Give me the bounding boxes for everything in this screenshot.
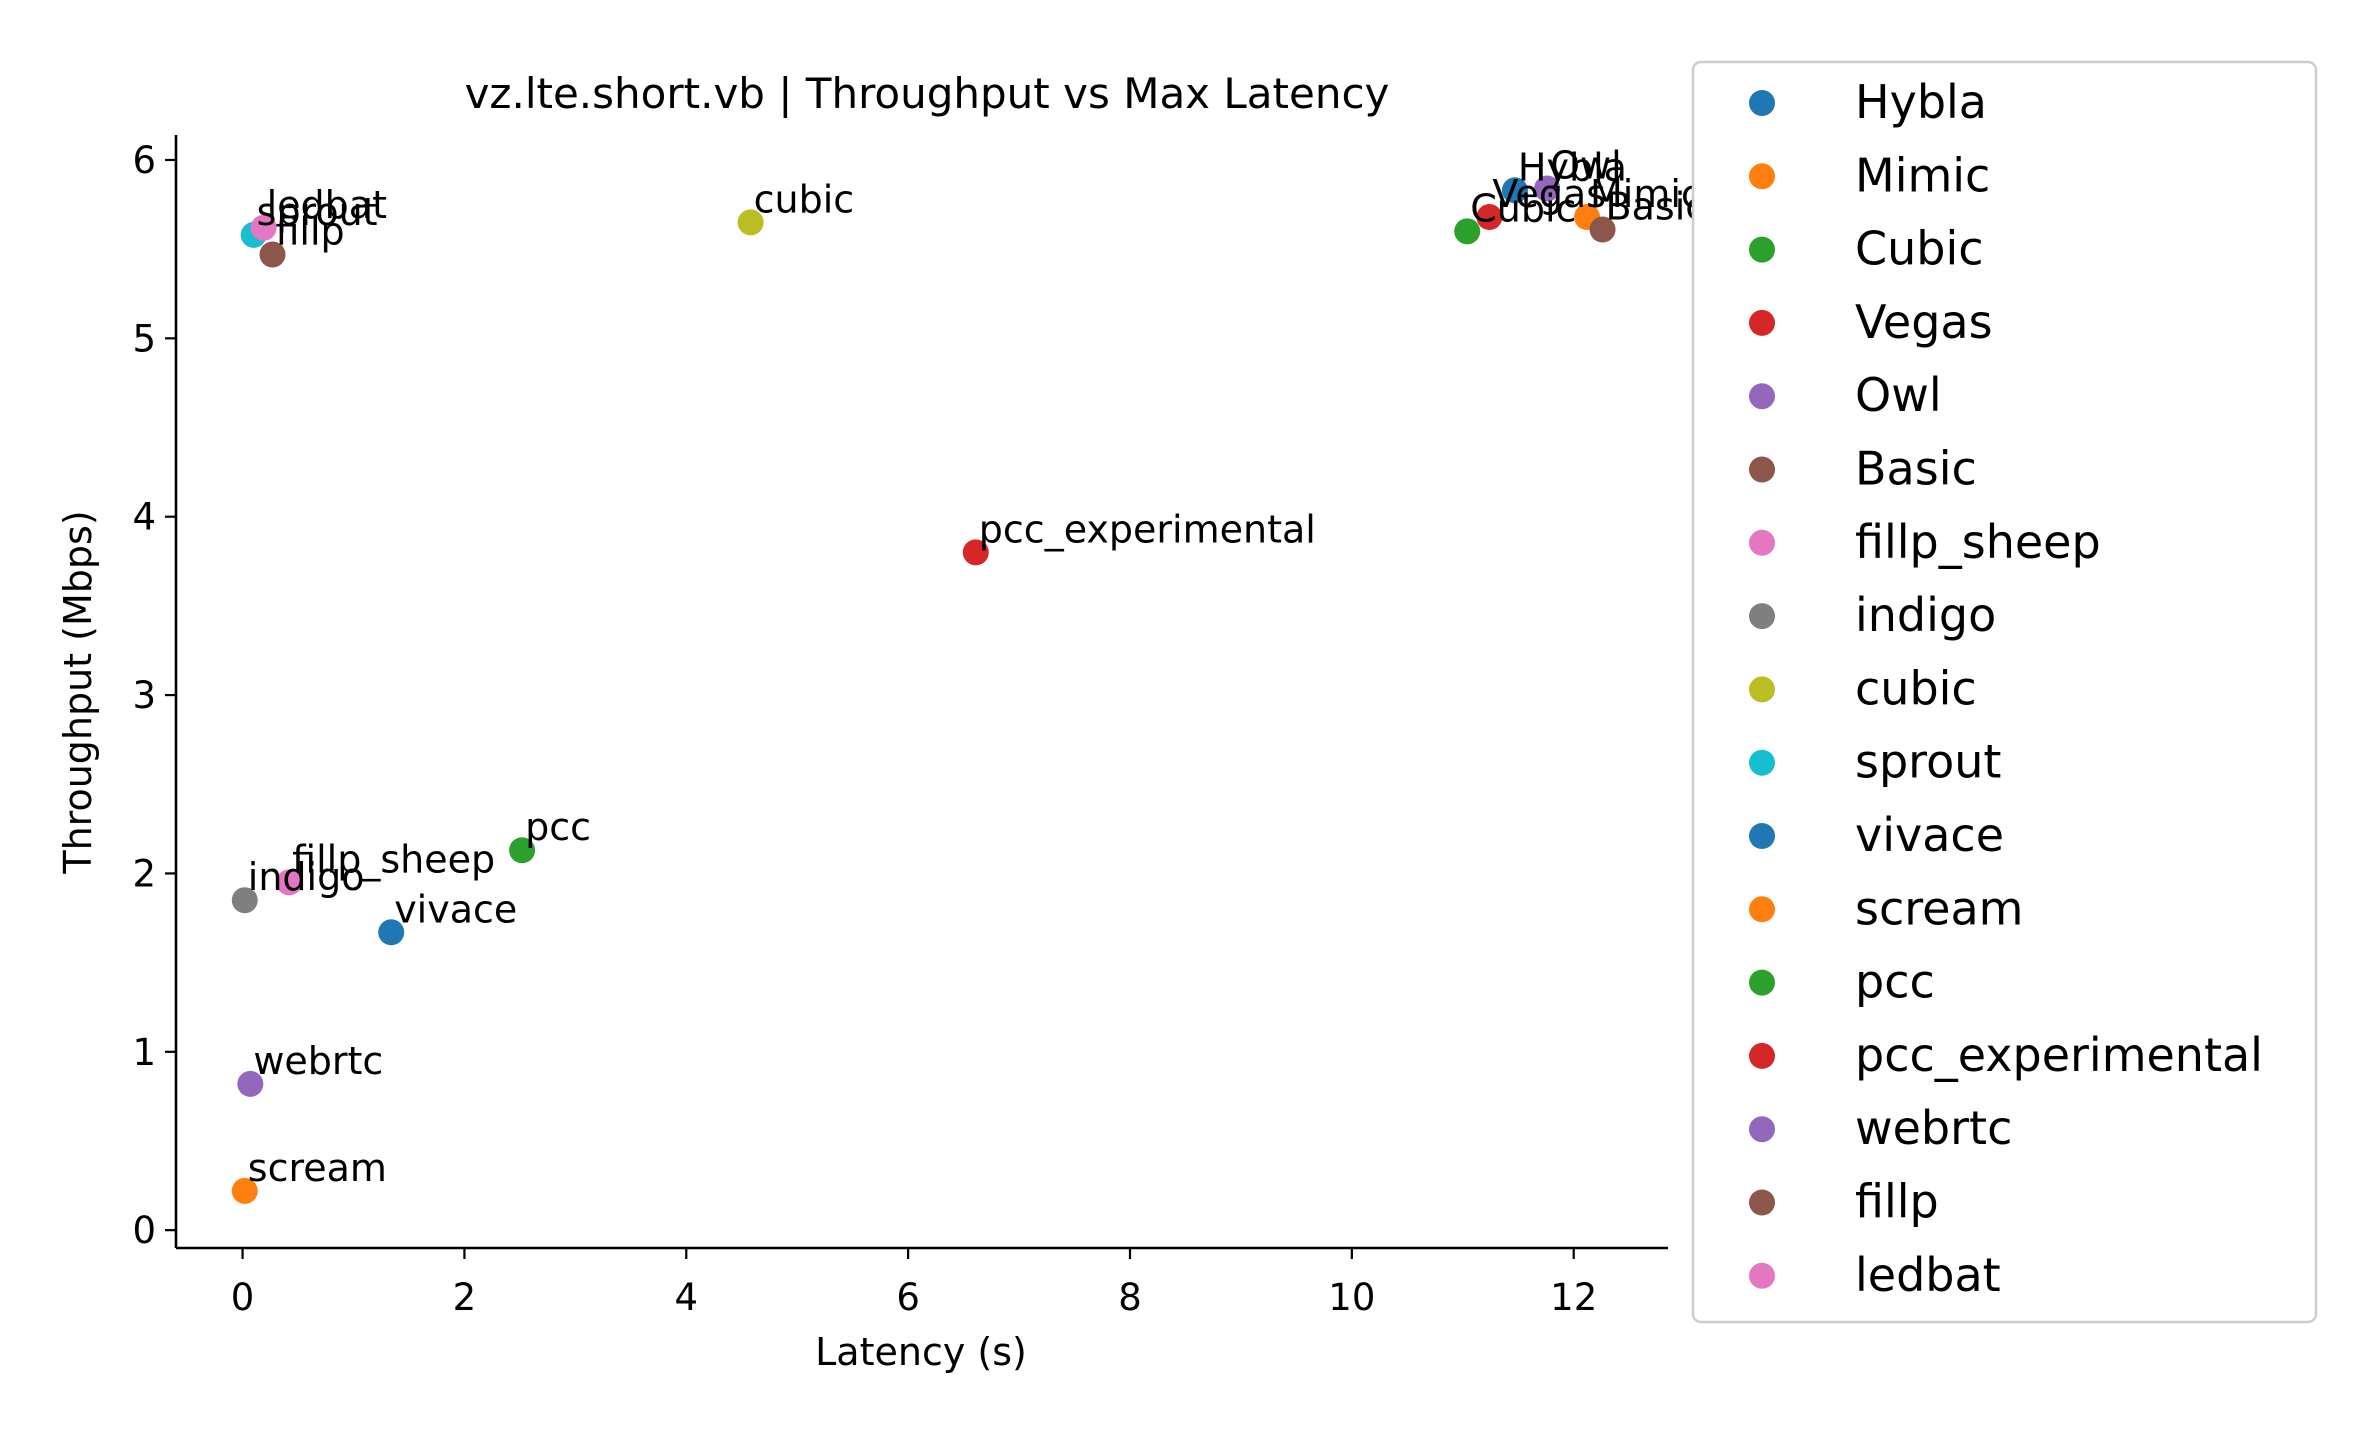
- legend-label-scream: scream: [1855, 881, 2023, 935]
- point-label-pcc: pcc: [525, 805, 591, 849]
- data-point-owl: [1534, 175, 1561, 202]
- data-point-cubic: [1454, 218, 1481, 245]
- data-point-ledbat: [250, 214, 277, 241]
- data-point-vivace: [378, 919, 405, 946]
- point-label-sprout: sprout: [257, 190, 378, 234]
- data-point-cubic: [737, 209, 764, 236]
- legend-items: Hybla Mimic Cubic Vegas Owl Basic fillp_sheepi…: [1749, 75, 2263, 1302]
- y-tick-label: 3: [132, 674, 156, 717]
- x-tick-label: 12: [1550, 1276, 1597, 1319]
- x-tick-label: 10: [1328, 1276, 1375, 1319]
- point-label-scream: scream: [248, 1146, 387, 1190]
- legend-label-basic: Basic: [1855, 442, 1977, 496]
- legend-marker-basic: [1749, 456, 1775, 483]
- point-label-fillp-sheep: fillp_sheep: [292, 837, 495, 881]
- legend-marker-fillp: [1749, 1189, 1775, 1216]
- legend-marker-pcc-experimental: [1749, 1042, 1775, 1069]
- x-tick-label: 2: [453, 1276, 477, 1319]
- legend-marker-webrtc: [1749, 1116, 1775, 1143]
- legend-marker-sprout: [1749, 749, 1775, 776]
- legend-frame: [1691, 60, 2318, 1324]
- data-point-vegas: [1476, 204, 1503, 231]
- x-axis-label: Latency (s): [815, 1330, 1027, 1374]
- legend-label-indigo: indigo: [1855, 588, 1996, 642]
- legend-marker-fillp-sheep: [1749, 529, 1775, 556]
- y-tick-label: 6: [132, 139, 156, 182]
- data-point-fillp-sheep: [276, 869, 303, 896]
- y-tick-label: 5: [132, 317, 156, 360]
- legend-marker-cubic: [1749, 236, 1775, 263]
- point-label-basic: Basic: [1606, 185, 1707, 229]
- legend-label-vegas: Vegas: [1855, 295, 1993, 349]
- legend-marker-indigo: [1749, 603, 1775, 630]
- point-label-fillp: fillp: [276, 210, 345, 254]
- legend-marker-vivace: [1749, 823, 1775, 849]
- point-label-vivace: vivace: [394, 887, 517, 931]
- chart-title: vz.lte.short.vb | Throughput vs Max Late…: [465, 69, 1390, 118]
- point-label-mimic: Mimic: [1590, 172, 1702, 216]
- data-point-webrtc: [237, 1070, 264, 1097]
- point-label-pcc-experimental: pcc_experimental: [979, 507, 1316, 551]
- legend-label-vivace: vivace: [1855, 808, 2004, 862]
- point-label-vegas: Vegas: [1492, 172, 1606, 216]
- legend-marker-scream: [1749, 896, 1775, 923]
- x-tick-label: 8: [1118, 1276, 1142, 1319]
- data-point-scream: [231, 1177, 258, 1204]
- point-label-cubic: cubic: [754, 177, 855, 221]
- data-point-indigo: [231, 887, 258, 914]
- legend-label-pcc-experimental: pcc_experimental: [1855, 1028, 2263, 1082]
- y-tick-label: 0: [132, 1209, 156, 1252]
- data-point-pcc: [509, 837, 536, 864]
- legend-marker-ledbat: [1749, 1262, 1775, 1289]
- legend-label-cubic: cubic: [1855, 661, 1977, 715]
- legend-marker-owl: [1749, 383, 1775, 410]
- point-label-hybla: Hybla: [1518, 145, 1627, 189]
- legend-label-ledbat: ledbat: [1855, 1248, 2001, 1302]
- legend-label-fillp-sheep: fillp_sheep: [1855, 515, 2101, 569]
- legend-marker-cubic: [1749, 676, 1775, 703]
- point-label-cubic: Cubic: [1470, 186, 1576, 230]
- x-ticks: 0 2 4 6 8 10 12: [231, 1248, 1597, 1319]
- data-point-basic: [1589, 216, 1616, 243]
- legend-label-pcc: pcc: [1855, 955, 1935, 1009]
- y-ticks: 0 1 2 3 4 5 6: [132, 139, 176, 1252]
- point-label-owl: Owl: [1550, 144, 1622, 188]
- legend: Hybla Mimic Cubic Vegas Owl Basic fillp_sheepi…: [1691, 60, 2318, 1324]
- y-tick-label: 2: [132, 852, 156, 895]
- data-point-hybla: [1501, 177, 1528, 204]
- x-tick-label: 6: [896, 1276, 920, 1319]
- data-point-pcc-experimental: [962, 539, 989, 566]
- legend-label-webrtc: webrtc: [1855, 1101, 2012, 1155]
- legend-label-hybla: Hybla: [1855, 75, 1987, 129]
- point-label-ledbat: ledbat: [267, 183, 387, 227]
- x-tick-label: 4: [675, 1276, 699, 1319]
- legend-label-cubic: Cubic: [1855, 222, 1984, 276]
- legend-label-sprout: sprout: [1855, 735, 2001, 789]
- legend-marker-mimic: [1749, 163, 1775, 190]
- point-label-indigo: indigo: [248, 855, 365, 899]
- legend-label-fillp: fillp: [1855, 1175, 1939, 1229]
- point-label-webrtc: webrtc: [253, 1039, 383, 1083]
- data-point-fillp: [259, 241, 286, 268]
- marks-layer: [231, 175, 1616, 1204]
- y-tick-label: 1: [132, 1031, 156, 1074]
- y-tick-label: 4: [132, 496, 156, 539]
- legend-marker-hybla: [1749, 90, 1775, 116]
- x-tick-label: 0: [231, 1276, 255, 1319]
- y-axis-label: Throughput (Mbps): [56, 510, 100, 874]
- legend-label-mimic: Mimic: [1855, 148, 1990, 202]
- legend-marker-pcc: [1749, 969, 1775, 996]
- legend-marker-vegas: [1749, 309, 1775, 336]
- legend-label-owl: Owl: [1855, 368, 1942, 422]
